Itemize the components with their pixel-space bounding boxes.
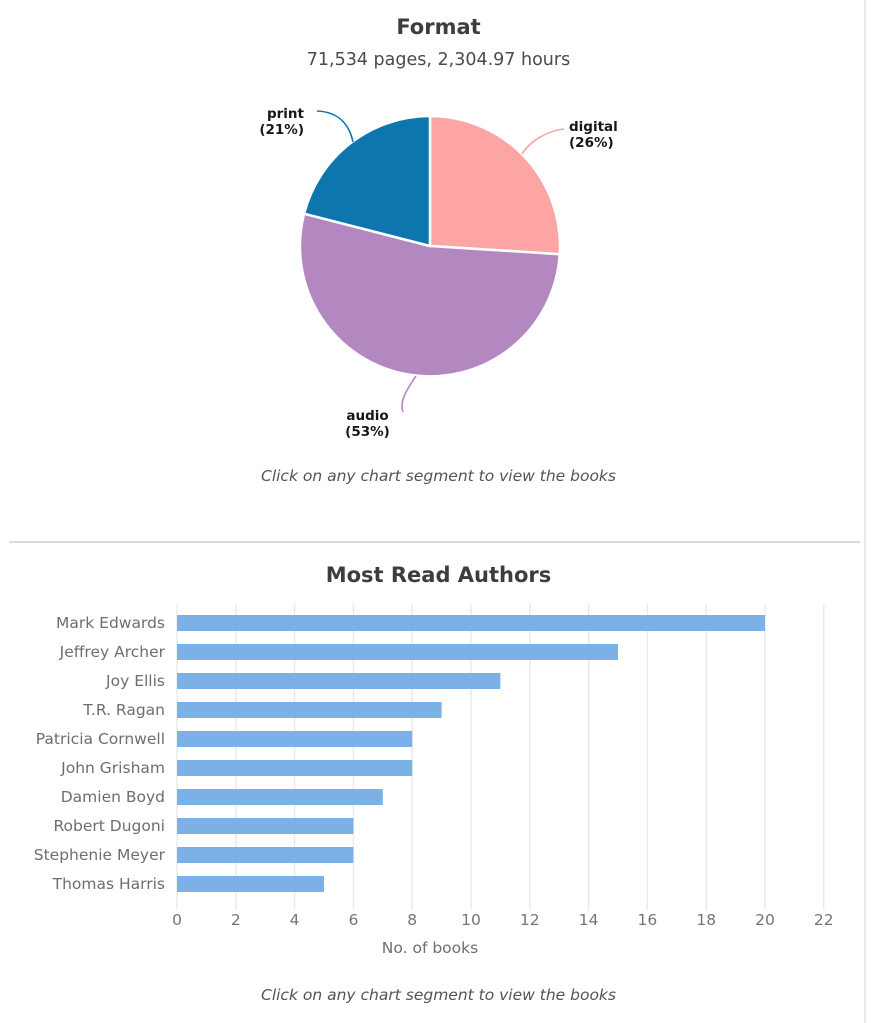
pie-label-audio-percent: (53%) [345,423,390,440]
bar-patricia-cornwell[interactable] [177,731,413,747]
x-axis-label: No. of books [382,939,478,957]
bar-john-grisham[interactable] [177,760,413,776]
bar-chart-svg: 0 2 4 6 8 10 12 14 16 18 20 22 Mark Edwards Jeffrey A… [34,604,834,957]
bar-mark-edwards[interactable] [177,615,765,631]
x-tick-label-18: 18 [696,911,716,929]
bar-robert-dugoni[interactable] [177,818,354,834]
pie-label-audio[interactable]: audio (53%) [320,408,415,440]
pie-chart-caption: Click on any chart segment to view the b… [261,467,616,485]
x-tick-label-20: 20 [755,911,775,929]
x-tick-label-14: 14 [579,911,599,929]
bar-t-r-ragan[interactable] [177,702,442,718]
right-edge-line [864,0,866,1023]
category-label-robert-dugoni: Robert Dugoni [53,817,165,835]
category-label-thomas-harris: Thomas Harris [52,875,165,893]
leader-line-digital [521,128,565,155]
bar-thomas-harris[interactable] [177,876,324,892]
category-label-stephenie-meyer: Stephenie Meyer [34,846,166,864]
pie-label-print[interactable]: print (21%) [230,106,304,138]
x-tick-label-12: 12 [520,911,540,929]
bar-stephenie-meyer[interactable] [177,847,354,863]
category-label-patricia-cornwell: Patricia Cornwell [36,730,165,748]
x-tick-label-2: 2 [231,911,241,929]
pie-label-digital-text: digital [569,119,618,135]
x-tick-label-22: 22 [814,911,834,929]
bar-chart-caption: Click on any chart segment to view the b… [261,986,616,1004]
pie-chart-title: Format [396,15,481,39]
pie-chart-subtitle: 71,534 pages, 2,304.97 hours [306,50,571,70]
pie-slice-audio[interactable] [298,212,561,378]
bar-chart-title: Most Read Authors [325,563,552,587]
category-label-t-r-ragan: T.R. Ragan [82,701,165,719]
leader-line-audio [401,375,417,413]
pie-slice-print[interactable] [302,114,432,248]
x-tick-label-4: 4 [290,911,300,929]
pie-chart-svg [298,110,565,413]
category-label-joy-ellis: Joy Ellis [105,672,165,690]
x-tick-label-8: 8 [407,911,417,929]
pie-label-audio-text: audio [346,408,389,424]
bar-joy-ellis[interactable] [177,673,501,689]
pie-label-digital-percent: (26%) [569,134,614,151]
x-tick-label-6: 6 [348,911,358,929]
bar-damien-boyd[interactable] [177,789,383,805]
pie-label-print-text: print [266,106,304,122]
bar-jeffrey-archer[interactable] [177,644,618,660]
category-label-john-grisham: John Grisham [60,759,165,777]
x-tick-label-16: 16 [638,911,658,929]
x-tick-label-0: 0 [172,911,182,929]
section-divider [9,541,860,543]
pie-label-print-percent: (21%) [259,121,304,138]
x-tick-label-10: 10 [461,911,481,929]
category-label-jeffrey-archer: Jeffrey Archer [59,643,166,661]
leader-line-print [316,110,354,143]
pie-slice-digital[interactable] [428,114,562,256]
category-label-damien-boyd: Damien Boyd [61,788,165,806]
pie-label-digital[interactable]: digital (26%) [569,119,618,151]
category-label-mark-edwards: Mark Edwards [56,614,165,632]
